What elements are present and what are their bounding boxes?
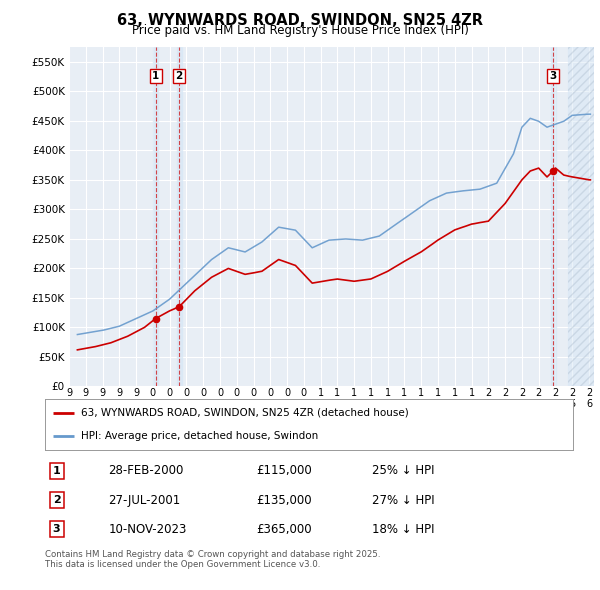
Text: Contains HM Land Registry data © Crown copyright and database right 2025.
This d: Contains HM Land Registry data © Crown c… (45, 550, 380, 569)
Text: 2: 2 (53, 495, 61, 505)
Text: 63, WYNWARDS ROAD, SWINDON, SN25 4ZR (detached house): 63, WYNWARDS ROAD, SWINDON, SN25 4ZR (de… (81, 408, 409, 418)
Bar (568, 47, 594, 386)
Text: 2: 2 (176, 71, 183, 81)
Text: 1: 1 (53, 466, 61, 476)
Text: 3: 3 (550, 71, 557, 81)
Text: 28-FEB-2000: 28-FEB-2000 (109, 464, 184, 477)
Bar (568, 47, 594, 386)
Bar (551, 47, 556, 386)
Text: 18% ↓ HPI: 18% ↓ HPI (373, 523, 435, 536)
Text: £365,000: £365,000 (256, 523, 312, 536)
Text: 10-NOV-2023: 10-NOV-2023 (109, 523, 187, 536)
Bar (153, 47, 158, 386)
Text: £115,000: £115,000 (256, 464, 312, 477)
Text: Price paid vs. HM Land Registry's House Price Index (HPI): Price paid vs. HM Land Registry's House … (131, 24, 469, 37)
Bar (177, 47, 182, 386)
Text: £135,000: £135,000 (256, 493, 312, 507)
Text: 63, WYNWARDS ROAD, SWINDON, SN25 4ZR: 63, WYNWARDS ROAD, SWINDON, SN25 4ZR (117, 13, 483, 28)
Text: 27-JUL-2001: 27-JUL-2001 (109, 493, 181, 507)
Text: HPI: Average price, detached house, Swindon: HPI: Average price, detached house, Swin… (81, 431, 318, 441)
Text: 1: 1 (152, 71, 159, 81)
Text: 25% ↓ HPI: 25% ↓ HPI (373, 464, 435, 477)
Text: 3: 3 (53, 525, 61, 535)
Text: 27% ↓ HPI: 27% ↓ HPI (373, 493, 435, 507)
